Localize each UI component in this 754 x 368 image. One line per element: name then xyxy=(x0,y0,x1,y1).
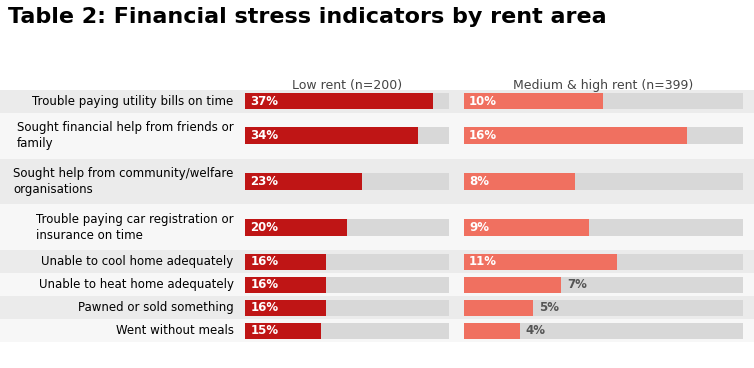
Text: 5%: 5% xyxy=(539,301,559,314)
Text: Unable to heat home adequately: Unable to heat home adequately xyxy=(38,278,234,291)
Text: 10%: 10% xyxy=(469,95,497,108)
Text: 16%: 16% xyxy=(469,129,497,142)
Bar xyxy=(464,127,743,144)
Text: Went without meals: Went without meals xyxy=(116,324,234,337)
Bar xyxy=(245,322,321,339)
Bar xyxy=(464,173,743,190)
Text: 34%: 34% xyxy=(250,129,278,142)
Bar xyxy=(464,277,743,293)
Text: Medium & high rent (n=399): Medium & high rent (n=399) xyxy=(513,79,694,92)
Bar xyxy=(464,173,575,190)
Bar xyxy=(245,277,326,293)
Bar xyxy=(464,277,561,293)
Text: 8%: 8% xyxy=(469,175,489,188)
Text: Sought help from community/welfare
organisations: Sought help from community/welfare organ… xyxy=(14,167,234,196)
Text: 16%: 16% xyxy=(250,278,278,291)
Text: 9%: 9% xyxy=(469,221,489,234)
Bar xyxy=(464,93,743,109)
Bar xyxy=(245,254,449,270)
Text: Trouble paying utility bills on time: Trouble paying utility bills on time xyxy=(32,95,234,108)
Bar xyxy=(245,300,326,316)
Bar xyxy=(464,254,617,270)
Text: 20%: 20% xyxy=(250,221,278,234)
Bar xyxy=(245,219,347,236)
Bar xyxy=(245,127,418,144)
Bar xyxy=(245,173,449,190)
Bar xyxy=(0,273,754,296)
Text: 23%: 23% xyxy=(250,175,278,188)
Text: 4%: 4% xyxy=(526,324,546,337)
Text: Pawned or sold something: Pawned or sold something xyxy=(78,301,234,314)
Bar xyxy=(0,250,754,273)
Text: 16%: 16% xyxy=(250,301,278,314)
Bar xyxy=(245,300,449,316)
Bar xyxy=(245,322,449,339)
Text: Unable to cool home adequately: Unable to cool home adequately xyxy=(41,255,234,268)
Bar xyxy=(245,219,449,236)
Bar xyxy=(464,127,687,144)
Text: Trouble paying car registration or
insurance on time: Trouble paying car registration or insur… xyxy=(36,213,234,242)
Bar xyxy=(0,113,754,159)
Bar xyxy=(0,296,754,319)
Bar xyxy=(0,319,754,342)
Bar xyxy=(464,322,743,339)
Text: Table 2: Financial stress indicators by rent area: Table 2: Financial stress indicators by … xyxy=(8,7,606,27)
Text: 16%: 16% xyxy=(250,255,278,268)
Bar xyxy=(245,254,326,270)
Bar xyxy=(464,254,743,270)
Text: 37%: 37% xyxy=(250,95,278,108)
Bar xyxy=(245,93,434,109)
Bar xyxy=(245,93,449,109)
Text: Low rent (n=200): Low rent (n=200) xyxy=(292,79,402,92)
Bar xyxy=(245,277,449,293)
Bar xyxy=(245,173,362,190)
Text: 7%: 7% xyxy=(567,278,587,291)
Bar xyxy=(464,322,520,339)
Bar xyxy=(245,127,449,144)
Text: Sought financial help from friends or
family: Sought financial help from friends or fa… xyxy=(17,121,234,150)
Bar xyxy=(464,300,743,316)
Text: 11%: 11% xyxy=(469,255,497,268)
Bar xyxy=(464,219,590,236)
Bar xyxy=(0,205,754,250)
Bar xyxy=(464,93,603,109)
Text: 15%: 15% xyxy=(250,324,278,337)
Bar xyxy=(0,159,754,205)
Bar xyxy=(464,219,743,236)
Bar xyxy=(464,300,534,316)
Bar xyxy=(0,90,754,113)
